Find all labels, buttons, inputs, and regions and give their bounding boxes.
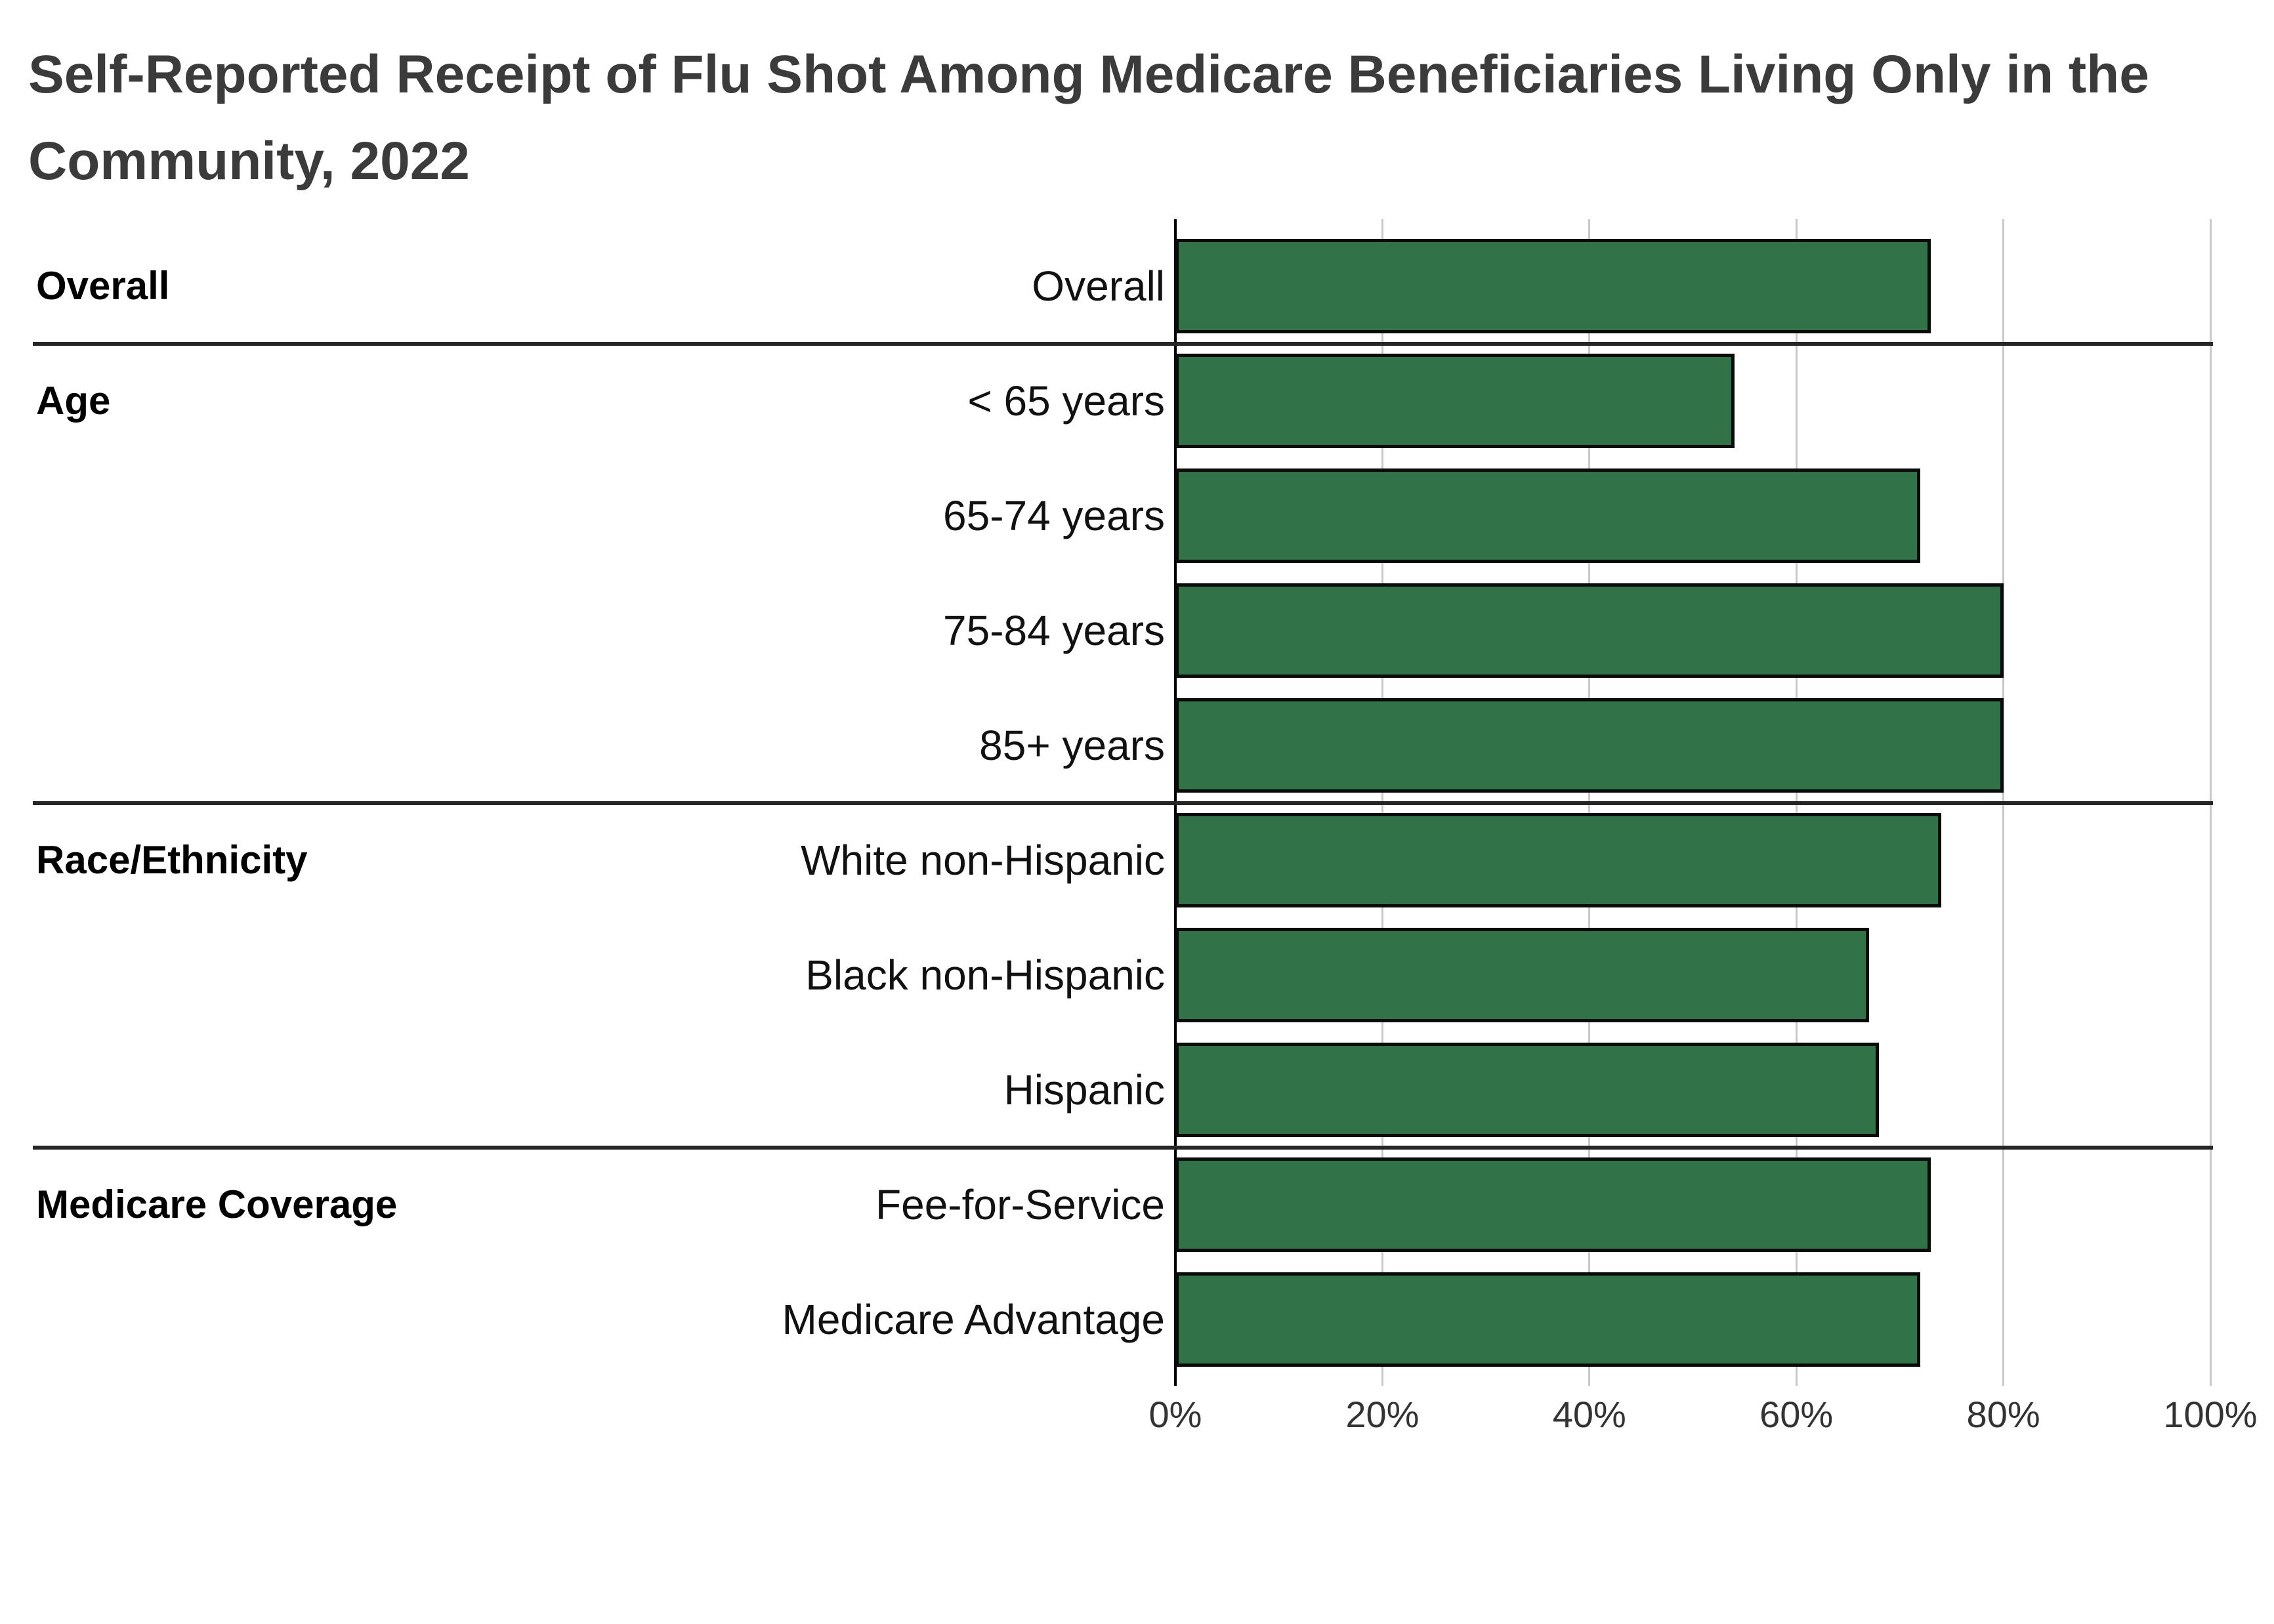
row-label-hispanic: Hispanic <box>1003 1066 1165 1114</box>
row-label-65-74-years: 65-74 years <box>943 492 1165 539</box>
row-label-overall: Overall <box>1032 262 1165 310</box>
bar-black-non-hispanic <box>1175 928 1869 1022</box>
bar-white-non-hispanic <box>1175 813 1941 907</box>
x-tick-label-0pct: 0% <box>1148 1394 1202 1435</box>
section-separator-1 <box>33 801 2213 805</box>
x-tick-label-40pct: 40% <box>1552 1394 1626 1435</box>
group-label-medicare-coverage: Medicare Coverage <box>36 1182 398 1226</box>
group-label-age: Age <box>36 379 111 423</box>
chart-title-line-1: Self-Reported Receipt of Flu Shot Among … <box>28 45 2149 104</box>
bar-75-84-years <box>1175 583 2004 678</box>
row-label-white-non-hispanic: White non-Hispanic <box>801 837 1165 884</box>
row-label-75-84-years: 75-84 years <box>943 607 1165 654</box>
x-tick-label-80pct: 80% <box>1966 1394 2040 1435</box>
group-label-race-ethnicity: Race/Ethnicity <box>36 838 308 882</box>
x-tick-label-100pct: 100% <box>2163 1394 2258 1435</box>
x-tick-label-20pct: 20% <box>1345 1394 1420 1435</box>
group-label-overall: Overall <box>36 264 170 308</box>
row-label-black-non-hispanic: Black non-Hispanic <box>805 951 1165 999</box>
bar-85-years <box>1175 698 2004 793</box>
section-separator-0 <box>33 342 2213 346</box>
row-label-fee-for-service: Fee-for-Service <box>875 1181 1165 1228</box>
chart-title-line-2: Community, 2022 <box>28 131 470 191</box>
bar-hispanic <box>1175 1043 1879 1137</box>
row-label-medicare-advantage: Medicare Advantage <box>782 1296 1166 1343</box>
bar-65-74-years <box>1175 468 1920 563</box>
bar-medicare-advantage <box>1175 1272 1920 1367</box>
bar-overall <box>1175 239 1931 333</box>
row-label--65-years: < 65 years <box>967 377 1165 425</box>
chart-title: Self-Reported Receipt of Flu Shot Among … <box>28 31 2149 205</box>
x-tick-label-60pct: 60% <box>1759 1394 1834 1435</box>
section-separator-2 <box>33 1146 2213 1150</box>
bar-fee-for-service <box>1175 1157 1931 1252</box>
bar--65-years <box>1175 354 1735 448</box>
row-label-85-years: 85+ years <box>979 722 1165 769</box>
